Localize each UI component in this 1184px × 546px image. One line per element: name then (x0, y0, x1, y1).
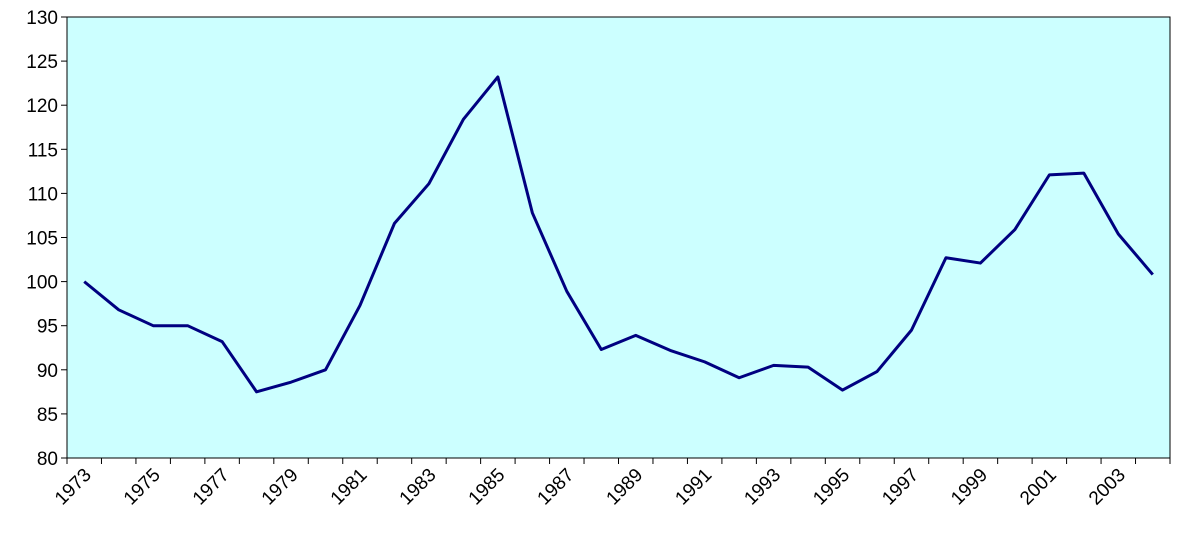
y-tick-label: 115 (28, 140, 58, 161)
y-tick-label: 100 (26, 273, 58, 294)
x-tick-label: 1997 (878, 465, 923, 510)
y-tick-label: 120 (26, 96, 58, 117)
y-tick-label: 80 (37, 449, 58, 470)
x-tick-label: 1975 (120, 465, 165, 510)
x-tick-label: 1989 (603, 465, 648, 510)
x-tick-label: 1981 (327, 465, 372, 510)
x-tick-label: 1983 (396, 465, 441, 510)
y-tick-label: 110 (28, 184, 58, 205)
y-tick-label: 90 (37, 361, 58, 382)
y-tick-label: 130 (26, 8, 58, 29)
x-tick-label: 1987 (534, 465, 579, 510)
x-tick-label: 1985 (465, 465, 510, 510)
y-tick-label: 105 (26, 229, 58, 250)
y-tick-label: 85 (37, 405, 58, 426)
x-tick-label: 1979 (258, 465, 303, 510)
plot-area (66, 16, 1171, 459)
x-tick-label: 1991 (671, 465, 716, 510)
x-tick-label: 2003 (1085, 465, 1130, 510)
x-tick-label: 1999 (947, 465, 992, 510)
x-tick-label: 1995 (809, 465, 854, 510)
x-tick-label: 1973 (51, 465, 96, 510)
y-tick-label: 95 (37, 317, 58, 338)
data-line (83, 75, 1154, 394)
x-tick-label: 1993 (740, 465, 785, 510)
x-tick-label: 1977 (189, 465, 234, 510)
x-tick-label: 2001 (1016, 465, 1061, 510)
y-tick-label: 125 (26, 52, 58, 73)
